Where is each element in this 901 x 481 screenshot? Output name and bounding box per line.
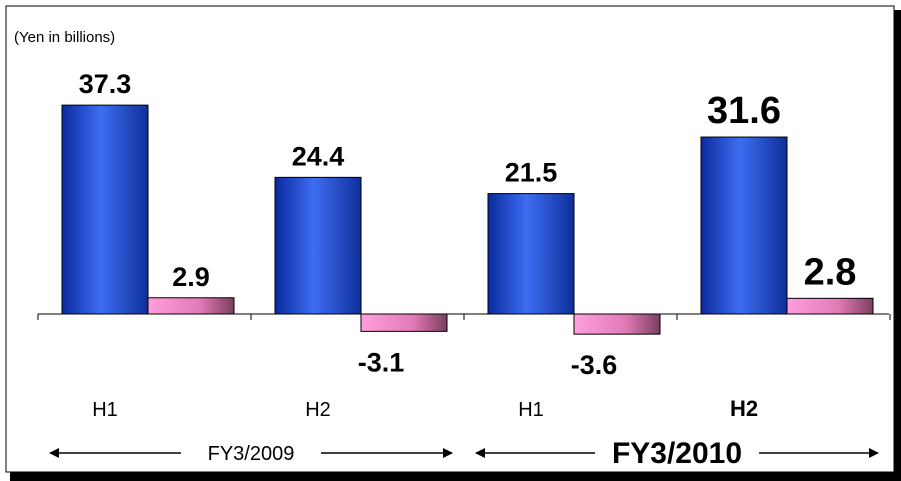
bar-series2-3 (786, 297, 874, 315)
category-label: H1 (518, 399, 544, 421)
value-label: 31.6 (707, 90, 781, 132)
category-label: H1 (92, 399, 118, 421)
bar-series1-0 (61, 104, 149, 315)
fiscal-year-label: FY3/2010 (612, 437, 742, 470)
bar-series2-1 (360, 313, 448, 332)
value-label: -3.6 (571, 350, 618, 380)
bar-series1-2 (487, 193, 575, 315)
bar-series2-0 (147, 297, 235, 315)
value-label: 24.4 (292, 141, 345, 171)
axis-ticks (37, 314, 891, 320)
value-labels: 37.3 2.9 24.4 -3.1 21.5 -3.6 31.6 2.8 (79, 69, 857, 380)
bar-series1-3 (700, 136, 788, 315)
bar-series1-1 (274, 176, 362, 315)
value-label: -3.1 (358, 347, 405, 377)
category-label: H2 (730, 396, 758, 421)
category-label: H2 (305, 399, 331, 421)
value-label: 2.9 (172, 262, 210, 292)
value-label: 21.5 (505, 158, 558, 188)
category-labels: H1 H2 H1 H2 (92, 396, 758, 421)
fiscal-year-groups: FY3/2009 FY3/2010 (49, 437, 879, 470)
bars-layer (61, 104, 874, 335)
value-label: 37.3 (79, 69, 132, 99)
unit-label: (Yen in billions) (14, 29, 115, 46)
value-label: 2.8 (804, 251, 857, 293)
fiscal-year-label: FY3/2009 (208, 443, 295, 465)
bar-series2-2 (573, 313, 661, 335)
